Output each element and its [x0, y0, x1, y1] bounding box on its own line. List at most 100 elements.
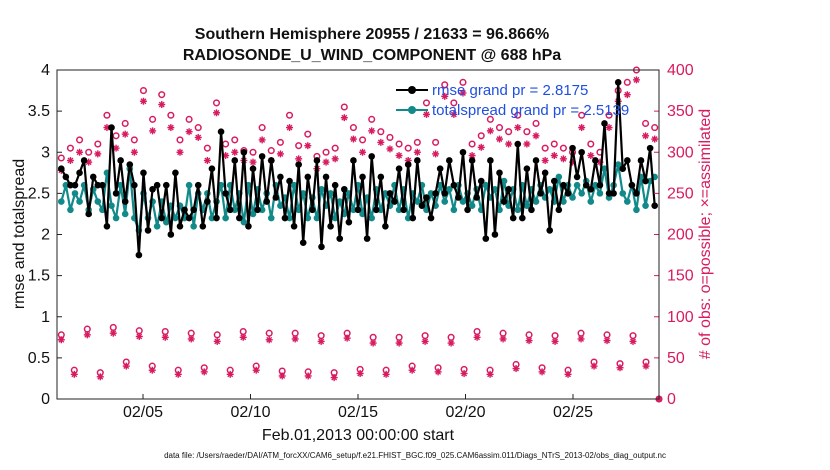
obs_assimilated_high-marker	[176, 148, 184, 156]
obs_assimilated_high-marker	[587, 152, 595, 160]
obs_assimilated_low-marker-stroke	[383, 371, 390, 378]
obs_assimilated_high-marker-stroke	[450, 111, 457, 118]
rmse-point	[450, 181, 458, 189]
obs_assimilated_high-marker	[194, 133, 202, 141]
rmse-point	[245, 222, 252, 230]
rmse-point	[112, 190, 120, 197]
obs_assimilated_high-marker-stroke	[195, 134, 202, 141]
totalspread-point	[445, 185, 453, 193]
totalspread-point	[190, 222, 197, 230]
obs_assimilated_high-marker-stroke	[131, 149, 138, 156]
rmse-point	[464, 206, 471, 214]
obs_assimilated_low-marker-stroke	[71, 371, 78, 378]
obs_assimilated_low-marker-stroke	[370, 340, 377, 347]
obs_assimilated_low-marker-stroke	[318, 338, 325, 345]
obs_assimilated_high-marker	[276, 150, 284, 158]
obs_possible_high-marker	[167, 111, 175, 119]
rmse-point	[354, 206, 362, 214]
obs_assimilated_high-marker	[203, 156, 211, 164]
y-right-tick-label: 100	[667, 309, 694, 326]
obs_assimilated_high-marker	[505, 140, 513, 148]
totalspread-point	[596, 190, 604, 197]
obs_assimilated_low-marker-stroke	[526, 337, 533, 344]
totalspread-point	[185, 181, 193, 189]
obs_assimilated_high-marker	[139, 97, 147, 105]
rmse-point	[605, 190, 613, 197]
chart-title: Southern Hemisphere 20955 / 21633 = 96.8…	[195, 26, 549, 43]
legend-rmse-label: rmse grand pr = 2.8175	[432, 82, 588, 99]
obs_assimilated_low-marker	[369, 339, 377, 347]
rmse-point	[322, 173, 330, 181]
obs_assimilated_low-marker	[278, 372, 286, 380]
totalspread-point	[619, 190, 627, 197]
rmse-point	[468, 157, 476, 164]
obs_assimilated_high-marker-stroke	[396, 152, 403, 159]
rmse-point	[578, 148, 585, 156]
obs_assimilated_low-marker-stroke	[331, 374, 338, 381]
obs_assimilated_high-marker	[578, 124, 586, 132]
obs_assimilated_high-marker	[304, 142, 312, 150]
totalspread-point	[482, 181, 490, 189]
obs_assimilated_low-marker	[148, 366, 156, 374]
obs_assimilated_low-marker-stroke	[292, 336, 299, 342]
rmse-point	[309, 206, 316, 214]
y-right-tick-label: 200	[667, 227, 694, 244]
rmse-point	[382, 222, 389, 230]
obs_assimilated_high-marker	[258, 136, 266, 144]
obs_assimilated_high-marker-stroke	[250, 159, 256, 166]
rmse-point	[500, 198, 508, 205]
obs_assimilated_low-marker-stroke	[513, 365, 520, 372]
totalspread-point	[587, 198, 595, 205]
totalspread-point	[601, 165, 608, 172]
totalspread-point	[523, 202, 531, 210]
rmse-point	[363, 235, 371, 242]
rmse-point	[619, 165, 627, 172]
rmse-point	[624, 157, 631, 164]
obs_assimilated_high-marker	[359, 148, 367, 156]
obs_assimilated_high-marker	[66, 156, 74, 164]
totalspread-point	[318, 185, 325, 193]
series-layer	[57, 66, 663, 403]
obs_assimilated_high-marker-stroke	[478, 144, 485, 151]
totalspread-point	[62, 181, 70, 189]
obs_assimilated_high-marker	[130, 148, 138, 156]
rmse-point	[491, 231, 499, 238]
obs_assimilated_low-marker-stroke	[58, 336, 65, 343]
obs_assimilated_high-marker	[286, 124, 294, 132]
rmse-point	[80, 157, 88, 164]
obs_assimilated_low-marker	[538, 368, 546, 376]
obs_assimilated_high-marker	[331, 155, 339, 163]
y-left-tick-label: 2	[41, 227, 50, 244]
obs_assimilated_high-marker	[121, 130, 129, 138]
obs_assimilated_high-marker-stroke	[533, 132, 539, 139]
obs_assimilated_high-marker-stroke	[642, 132, 649, 139]
obs_assimilated_high-marker	[368, 127, 376, 135]
obs_assimilated_high-marker-stroke	[460, 90, 466, 96]
obs_assimilated_high-marker-stroke	[414, 149, 421, 156]
obs_assimilated_low-marker	[226, 370, 234, 378]
totalspread-point	[327, 190, 334, 197]
rmse-point	[249, 165, 257, 172]
obs_assimilated_low-marker	[616, 364, 624, 372]
rmse-point	[231, 157, 239, 164]
totalspread-point	[153, 222, 161, 230]
obs_assimilated_high-marker	[459, 89, 467, 97]
obs_assimilated_high-marker	[432, 150, 440, 158]
totalspread-point	[58, 198, 65, 205]
obs_possible_high-marker	[121, 119, 129, 128]
obs_assimilated_low-marker	[343, 334, 351, 342]
totalspread-point	[633, 206, 640, 214]
obs_assimilated_high-marker-stroke	[295, 155, 302, 162]
rmse-point	[194, 181, 202, 189]
obs_assimilated_high-marker	[340, 114, 348, 122]
obs_possible_high-marker	[541, 144, 549, 152]
obs_assimilated_low-marker	[590, 362, 598, 370]
obs_assimilated_low-marker-stroke	[539, 368, 546, 375]
obs_assimilated_high-marker	[249, 158, 257, 166]
rmse-point	[318, 243, 325, 251]
obs_assimilated_low-marker	[291, 335, 299, 343]
rmse-point	[181, 206, 188, 214]
totalspread-point	[76, 198, 83, 205]
y-right-tick-label: 400	[667, 62, 694, 79]
obs_assimilated_high-marker-stroke	[231, 149, 238, 156]
